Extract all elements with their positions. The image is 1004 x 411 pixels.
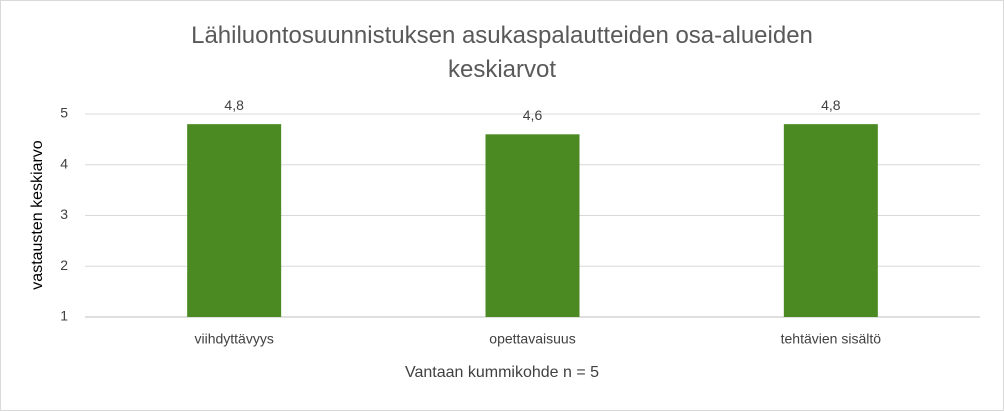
bar — [485, 134, 580, 317]
x-tick-label: opettavaisuus — [489, 331, 575, 347]
value-label: 4,8 — [821, 97, 841, 113]
y-tick-label: 1 — [60, 308, 68, 324]
y-tick-label: 3 — [60, 206, 68, 222]
y-tick-label: 5 — [60, 105, 68, 121]
y-tick-label: 4 — [60, 155, 68, 171]
y-axis-title: vastausten keskiarvo — [29, 140, 46, 290]
chart-title: Lähiluontosuunnistuksen asukaspalautteid… — [191, 22, 813, 83]
value-label: 4,8 — [224, 97, 244, 113]
bar — [783, 124, 878, 318]
x-tick-label: viihdyttävyys — [194, 331, 273, 347]
x-tick-label: tehtävien sisältö — [781, 331, 882, 347]
y-tick-label: 2 — [60, 257, 68, 273]
x-axis-title: Vantaan kummikohde n = 5 — [405, 364, 599, 381]
value-label: 4,6 — [523, 107, 543, 123]
bar — [187, 124, 282, 318]
